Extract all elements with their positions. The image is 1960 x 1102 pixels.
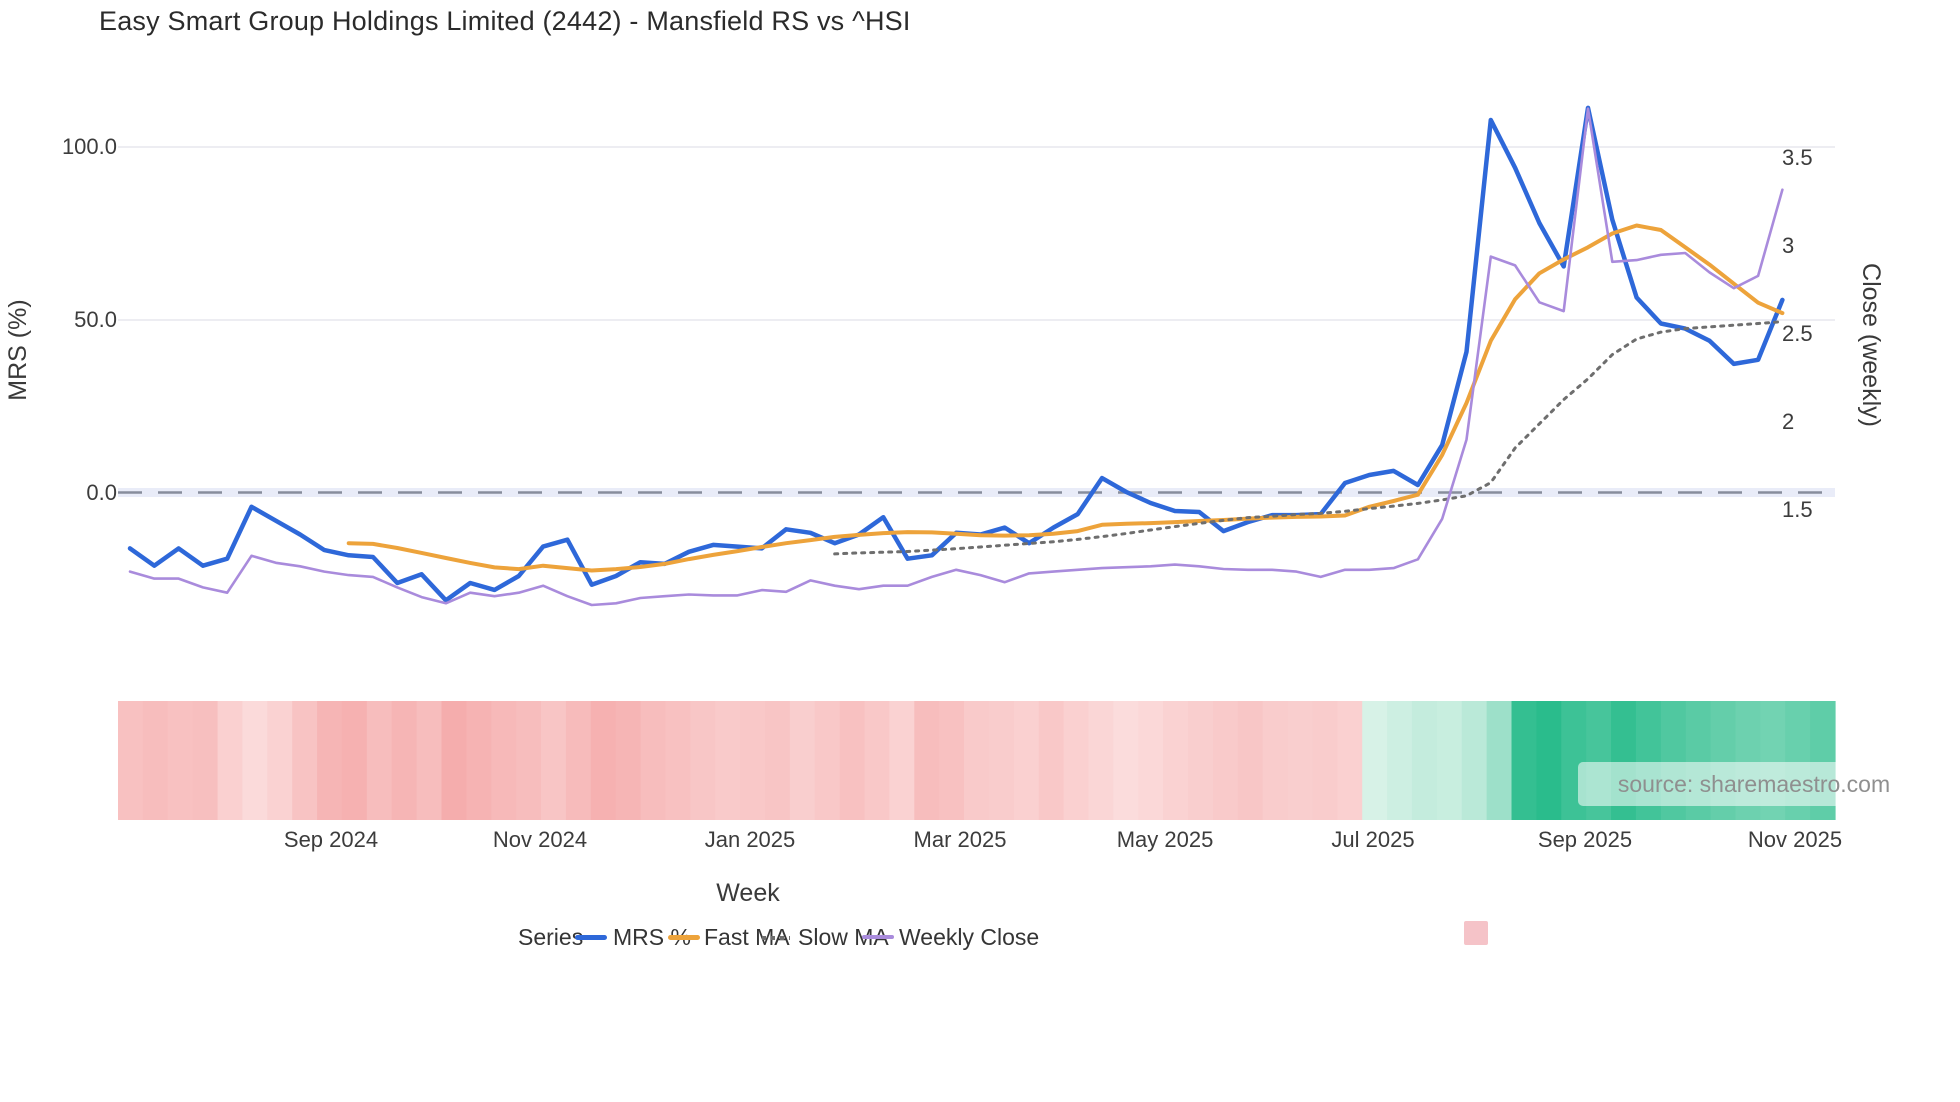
y-left-tick-label: 50.0 (74, 307, 117, 332)
heatmap-cell (665, 701, 691, 820)
y-axis-title-right: Close (weekly) (1857, 263, 1885, 427)
heatmap-cell (590, 701, 617, 820)
heatmap-cell (292, 701, 318, 820)
x-tick-label: Sep 2024 (283, 827, 379, 852)
legend-swatch-fast-ma (668, 935, 700, 940)
heatmap-cell (939, 701, 965, 820)
heatmap-cell (740, 701, 766, 820)
heatmap-cell (715, 701, 741, 820)
heatmap-cell (1038, 701, 1065, 820)
legend-swatch-heatmap (1464, 921, 1488, 945)
heatmap-cell (565, 701, 592, 820)
heatmap-strip (118, 701, 1836, 820)
heatmap-cell (964, 701, 990, 820)
y-axis-title-left: MRS (%) (4, 299, 32, 401)
source-watermark-box (1578, 762, 1930, 806)
line-mrs (127, 105, 1785, 603)
legend-title: Series (518, 924, 584, 950)
heatmap-cell (1013, 701, 1040, 820)
heatmap-cell (889, 701, 915, 820)
heatmap-cell (516, 701, 542, 820)
heatmap-cell (317, 701, 343, 820)
heatmap-cell (690, 701, 716, 820)
heatmap-cell (1113, 701, 1139, 820)
y-right-tick-label: 2.5 (1782, 321, 1813, 346)
heatmap-cell (242, 701, 268, 820)
x-tick-label: May 2025 (1116, 827, 1214, 852)
heatmap-cell (366, 701, 393, 820)
heatmap-cell (1536, 701, 1562, 820)
heatmap-cell (789, 701, 816, 820)
heatmap-cell (1411, 701, 1438, 820)
legend: Series MRS % Fast MA Slow MA Weekly Clos… (0, 921, 1960, 958)
x-tick-label: Mar 2025 (913, 827, 1007, 852)
heatmap-cell (1436, 701, 1463, 820)
heatmap-cell (118, 701, 144, 820)
legend-swatch-weekly-close (862, 935, 894, 939)
legend-swatch-slow-ma (762, 936, 790, 940)
line-weekly-close (128, 107, 1784, 607)
heatmap-cell (142, 701, 169, 820)
heatmap-cell (1212, 701, 1239, 820)
heatmap-cell (192, 701, 219, 820)
heatmap-cell (1387, 701, 1413, 820)
heatmap-cell (416, 701, 443, 820)
heatmap-cell (167, 701, 194, 820)
heatmap-cell (441, 701, 467, 820)
heatmap-cell (640, 701, 667, 820)
heatmap-cell (1237, 701, 1264, 820)
heatmap-cell (1486, 701, 1513, 820)
series-lines (127, 105, 1785, 607)
heatmap-cell (914, 701, 940, 820)
x-tick-label: Nov 2024 (492, 827, 588, 852)
heatmap-cell (1262, 701, 1289, 820)
heatmap-cell (1088, 701, 1114, 820)
y-right-tick-label: 1.5 (1782, 497, 1813, 522)
heatmap-cell (541, 701, 567, 820)
y-right-tick-label: 3 (1782, 233, 1795, 258)
gridlines (118, 146, 1835, 321)
heatmap-cell (839, 701, 866, 820)
heatmap-cell (491, 701, 517, 820)
y-right-tick-label: 3.5 (1782, 145, 1813, 170)
heatmap-cell (1362, 701, 1388, 820)
heatmap-cell (1163, 701, 1189, 820)
heatmap-cell (217, 701, 244, 820)
line-slow-ma (833, 320, 1784, 556)
chart-title: Easy Smart Group Holdings Limited (2442)… (99, 6, 911, 36)
heatmap-cell (1337, 701, 1363, 820)
heatmap-cell (988, 701, 1015, 820)
x-tick-label: Jul 2025 (1331, 827, 1415, 852)
heatmap-cell (1461, 701, 1488, 820)
source-note: source: sharemaestro.com (1617, 771, 1891, 797)
line-fast-ma (346, 223, 1785, 573)
heatmap-cell (1511, 701, 1537, 820)
y-left-tick-label: 0.0 (86, 480, 117, 505)
heatmap-cell (1312, 701, 1338, 820)
heatmap-cell (764, 701, 791, 820)
heatmap-cell (1063, 701, 1090, 820)
legend-swatch-mrs (575, 935, 607, 940)
x-axis-title: Week (716, 879, 780, 907)
legend-item-weekly-close: Weekly Close (899, 924, 1040, 950)
y-right-tick-label: 2 (1782, 409, 1795, 434)
heatmap-cell (1188, 701, 1214, 820)
y-left-tick-label: 100.0 (61, 134, 117, 159)
heatmap-cell (391, 701, 418, 820)
x-tick-label: Sep 2025 (1537, 827, 1633, 852)
x-tick-label: Nov 2025 (1747, 827, 1843, 852)
x-tick-label: Jan 2025 (704, 827, 796, 852)
heatmap-cell (267, 701, 293, 820)
heatmap-cell (864, 701, 890, 820)
heatmap-cell (1287, 701, 1314, 820)
heatmap-cell (615, 701, 642, 820)
heatmap-cell (814, 701, 841, 820)
heatmap-cell (341, 701, 368, 820)
heatmap-cell (466, 701, 492, 820)
heatmap-cell (1138, 701, 1164, 820)
